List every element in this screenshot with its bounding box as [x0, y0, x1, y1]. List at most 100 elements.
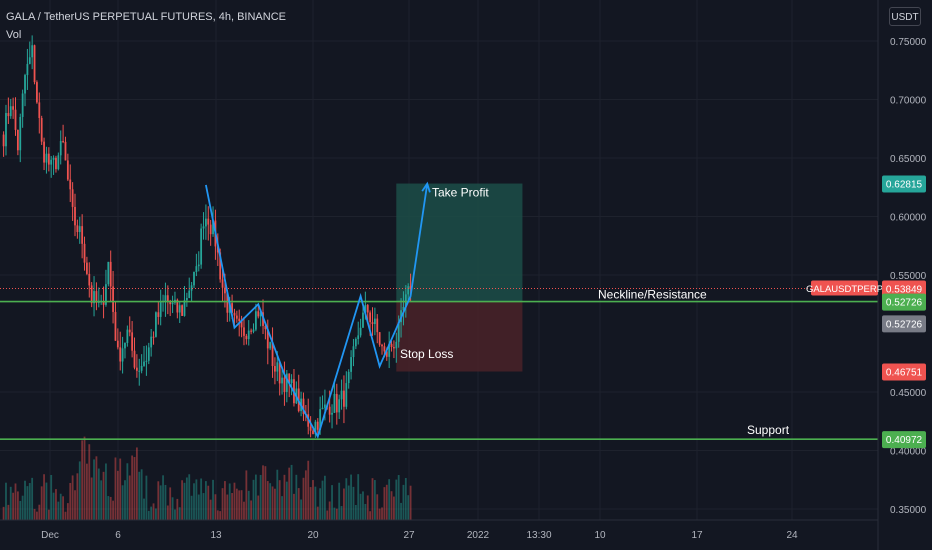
volume-bar	[31, 477, 34, 520]
candle-body	[354, 339, 357, 347]
volume-bar	[178, 507, 181, 520]
volume-bar	[373, 480, 376, 520]
pattern-drawing	[205, 181, 431, 439]
volume-bar	[314, 486, 317, 520]
candle-body	[247, 330, 250, 340]
candle-body	[243, 327, 245, 336]
volume-bar	[393, 496, 395, 520]
volume-bar	[395, 479, 398, 520]
volume-bar	[112, 500, 114, 520]
volume-bar	[97, 468, 100, 520]
candle-body	[140, 365, 143, 371]
candle-body	[212, 220, 214, 235]
candle-body	[340, 390, 343, 400]
candle-body	[269, 342, 272, 349]
candle-body	[278, 362, 281, 384]
candle-body	[14, 109, 17, 130]
candle-body	[333, 393, 336, 413]
volume-bar	[295, 474, 298, 520]
volume-bar	[40, 486, 43, 520]
candle-body	[71, 189, 74, 207]
price-badge-label: 0.52726	[886, 298, 923, 309]
volume-bar	[209, 499, 212, 520]
volume-bar	[245, 470, 248, 520]
volume-bar	[88, 444, 91, 520]
stop-loss-label: Stop Loss	[400, 347, 453, 361]
volume-bar	[202, 493, 205, 520]
candle-body	[190, 285, 193, 291]
candle-body	[404, 294, 407, 308]
volume-bar	[109, 496, 112, 520]
candle-body	[283, 377, 286, 392]
volume-indicator-label[interactable]: Vol	[6, 29, 22, 41]
volume-bar	[324, 475, 326, 520]
currency-unit-button[interactable]: USDT	[889, 7, 921, 26]
candle-body	[221, 279, 224, 288]
volume-bar	[381, 507, 383, 520]
candle-body	[83, 243, 86, 263]
volume-bar	[254, 474, 257, 520]
candle-body	[43, 141, 45, 163]
candle-body	[376, 318, 379, 333]
candle-body	[5, 113, 7, 147]
volume-bar	[345, 478, 348, 520]
candle-body	[288, 373, 291, 383]
candle-body	[319, 409, 322, 430]
candlesticks	[2, 35, 412, 438]
volume-bar	[183, 482, 186, 520]
candle-body	[331, 412, 333, 415]
candle-body	[281, 377, 283, 384]
candle-body	[78, 226, 81, 233]
candle-body	[26, 63, 29, 76]
volume-bar	[200, 478, 203, 520]
volume-bar	[333, 507, 336, 520]
candle-body	[95, 291, 98, 303]
candle-body	[47, 153, 50, 165]
candle-body	[200, 228, 203, 265]
volume-bar	[176, 498, 179, 520]
volume-bar	[285, 481, 288, 520]
volume-bar	[331, 485, 333, 520]
candle-body	[55, 157, 57, 170]
volume-bar	[116, 470, 119, 520]
candle-body	[271, 342, 274, 367]
volume-bar	[269, 483, 272, 520]
volume-bar	[62, 496, 64, 520]
price-badge	[882, 315, 926, 333]
candle-body	[40, 118, 43, 142]
volume-bar	[283, 474, 286, 520]
candle-body	[224, 287, 226, 294]
volume-bar	[150, 506, 153, 520]
volume-bar	[231, 493, 233, 520]
candle-body	[266, 329, 269, 349]
volume-bar	[352, 486, 355, 520]
volume-bar	[278, 480, 281, 520]
candle-body	[216, 246, 219, 253]
symbol-badge-label: GALAUSDTPERP	[806, 284, 883, 295]
neckline-label: Neckline/Resistance	[598, 288, 707, 302]
price-tick-label: 0.75000	[890, 37, 927, 48]
volume-bar	[216, 510, 219, 520]
candle-body	[252, 329, 255, 332]
candle-body	[133, 350, 136, 368]
candle-body	[16, 129, 19, 151]
candle-body	[155, 312, 157, 337]
volume-bar	[362, 491, 364, 520]
time-tick-label: 6	[115, 530, 121, 541]
annotation-labels: Take Profit Stop Loss Neckline/Resistance S…	[400, 186, 790, 438]
candle-body	[357, 335, 360, 340]
candle-body	[335, 393, 338, 413]
candle-body	[143, 361, 145, 366]
volume-bar	[100, 480, 103, 520]
volume-bar	[257, 495, 260, 520]
candle-body	[250, 330, 253, 332]
candle-body	[350, 357, 352, 372]
volume-bar	[288, 467, 291, 520]
candle-body	[66, 160, 69, 180]
candle-body	[188, 290, 191, 299]
volume-bar	[119, 458, 122, 520]
volume-bar	[90, 477, 93, 520]
volume-bar	[247, 490, 250, 520]
candle-body	[57, 155, 60, 170]
